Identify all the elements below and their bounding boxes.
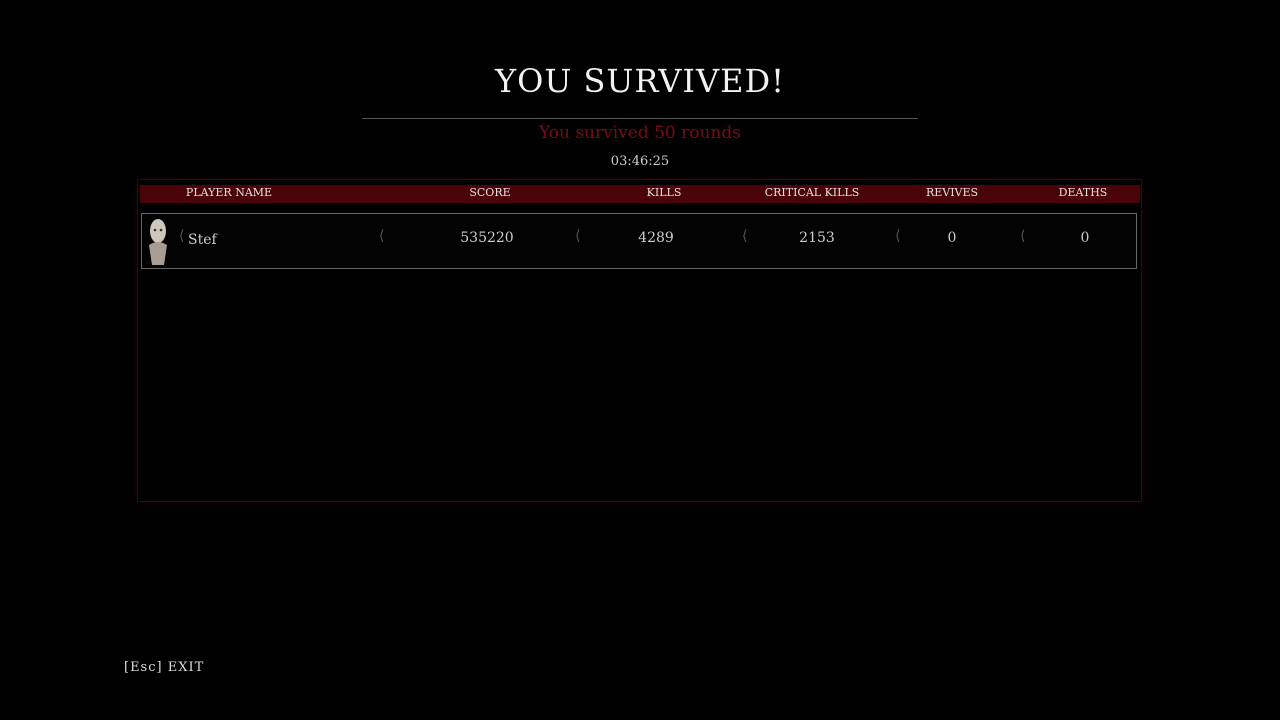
scoreboard-header <box>140 185 1140 203</box>
col-critical-kills: CRITICAL KILLS <box>764 186 860 199</box>
separator: ⟨ <box>742 228 748 244</box>
elapsed-time: 03:46:25 <box>610 154 670 169</box>
col-score: SCORE <box>469 186 511 199</box>
table-row <box>141 213 1137 269</box>
col-kills: KILLS <box>646 186 682 199</box>
separator: ⟨ <box>379 228 385 244</box>
separator: ⟨ <box>575 228 581 244</box>
separator: ⟨ <box>179 228 185 244</box>
separator: ⟨ <box>1020 228 1026 244</box>
col-deaths: DEATHS <box>1058 186 1108 199</box>
page-title: YOU SURVIVED! <box>494 62 786 100</box>
separator: ⟨ <box>895 228 901 244</box>
kills-value: 4289 <box>638 230 674 246</box>
player-name: Stef <box>188 232 217 248</box>
critical-kills-value: 2153 <box>799 230 835 246</box>
revives-value: 0 <box>947 230 957 246</box>
esc-key-hint: [Esc] <box>124 660 163 675</box>
col-player-name: PLAYER NAME <box>185 186 273 199</box>
score-value: 535220 <box>460 230 514 246</box>
exit-button[interactable]: [Esc] EXIT <box>124 660 204 675</box>
rounds-survived: You survived 50 rounds <box>538 123 742 143</box>
divider <box>362 118 918 119</box>
deaths-value: 0 <box>1080 230 1090 246</box>
exit-label: EXIT <box>167 660 205 675</box>
scoreboard-panel <box>137 179 1142 502</box>
player-avatar <box>149 219 167 265</box>
col-revives: REVIVES <box>925 186 979 199</box>
